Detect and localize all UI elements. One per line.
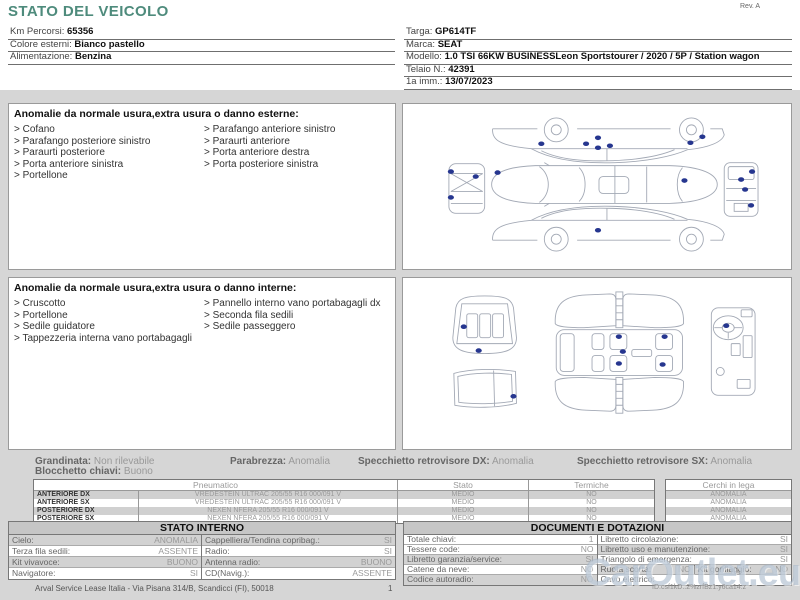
stato-interno-table: STATO INTERNO Cielo: ANOMALIA Terza fila … [8, 521, 396, 580]
table-row: ANOMALIA [666, 491, 791, 499]
table-row: Triangolo di emergenza: SI [597, 555, 791, 565]
vehicle-info-left: Km Percorsi: 65356 Colore esterni: Bianc… [8, 26, 395, 65]
tire-col-stato: Stato [398, 480, 529, 490]
condition-blocchetto-chiavi: Blocchetto chiavi: Buono [35, 466, 153, 477]
table-row: Codice autoradio: NO [404, 575, 597, 585]
exterior-anomalies-title: Anomalie da normale usura,extra usura o … [14, 108, 299, 120]
field-targa: Targa: GP614TF [404, 26, 792, 40]
tire-col-pneumatico: Pneumatico [34, 480, 398, 490]
field-colore-esterni: Colore esterni: Bianco pastello [8, 39, 395, 52]
exterior-anomalies-list-left: Cofano Parafango posteriore sinistro Par… [12, 124, 202, 182]
anomaly-item: Parafango posteriore sinistro [12, 136, 202, 148]
exterior-car-diagram [447, 117, 759, 252]
field-alimentazione: Alimentazione: Benzina [8, 51, 395, 65]
ruota-scorta-cell: Ruota scorta: NO [598, 565, 695, 574]
interior-anomalies-panel: Anomalie da normale usura,extra usura o … [8, 277, 396, 450]
tailgate-view [453, 369, 517, 408]
table-row: Tessere code: NO [404, 545, 597, 555]
table-row: Cielo: ANOMALIA [9, 535, 201, 546]
footer-company-address: Arval Service Lease Italia - Via Pisana … [35, 584, 274, 593]
alloy-wheels-table: Cerchi in lega ANOMALIA ANOMALIA ANOMALI… [665, 479, 792, 524]
table-row: Cavo elettrico: [600, 574, 655, 584]
interior-anomalies-list-right: Pannello interno vano portabagagli dx Se… [202, 298, 392, 344]
documenti-dotazioni-table: DOCUMENTI E DOTAZIONI Totale chiavi: 1 Te… [403, 521, 792, 586]
field-km-percorsi: Km Percorsi: 65356 [8, 26, 395, 40]
anomaly-item: Seconda fila sedili [202, 310, 392, 322]
anomaly-item: Sedile guidatore [12, 321, 202, 333]
kit-gonfiaggio-cell: Kit gonfiaggio: NO [697, 564, 788, 574]
dashboard-view [710, 307, 756, 396]
interior-anomalies-list-left: Cruscotto Portellone Sedile guidatore Ta… [12, 298, 202, 344]
table-row: Cappelliera/Tendina copribag.: SI [202, 535, 395, 546]
anomaly-item: Portellone [12, 310, 202, 322]
field-marca: Marca: SEAT [404, 39, 792, 52]
table-row: Terza fila sedili: ASSENTE [9, 546, 201, 557]
anomaly-item: Porta anteriore sinistra [12, 159, 202, 171]
anomaly-item: Parafango anteriore sinistro [202, 124, 392, 136]
condition-specchietto-sx: Specchietto retrovisore SX: Anomalia [577, 456, 753, 467]
anomaly-item: Tappezzeria interna vano portabagagli [12, 333, 202, 345]
table-row: Libretto garanzia/service: SI [404, 555, 597, 565]
table-row: ANOMALIA [710, 515, 747, 522]
table-row: Catene da neve: NO [404, 565, 597, 575]
field-modello: Modello: 1.0 TSI 66KW BUSINESSLeon Sport… [404, 51, 792, 65]
table-row: POSTERIORE SX NEXEN NFERA 205/55 R16 000… [34, 515, 654, 523]
anomaly-item: Paraurti posteriore [12, 147, 202, 159]
table-row: ANTERIORE DX VREDESTEIN ULTRAC 205/55 R1… [34, 491, 654, 499]
table-row: Kit vivavoce: BUONO [9, 557, 201, 568]
cabin-seats-view [554, 291, 684, 414]
car-top-view [491, 162, 718, 207]
table-row: Libretto uso e manutenzione: SI [597, 545, 791, 555]
table-row: Radio: SI [202, 546, 395, 557]
vehicle-info-right: Targa: GP614TF Marca: SEAT Modello: 1.0 … [404, 26, 792, 90]
field-telaio: Telaio N.: 42391 [404, 64, 792, 77]
anomaly-item: Pannello interno vano portabagagli dx [202, 298, 392, 310]
page-number: 1 [388, 584, 393, 593]
condition-parabrezza: Parabrezza: Anomalia [230, 456, 331, 467]
interior-car-diagram [452, 291, 756, 414]
exterior-damage-diagram-panel [402, 103, 792, 270]
interior-damage-diagram-panel [402, 277, 792, 450]
table-row: Libretto circolazione: SI [597, 535, 791, 545]
trunk-view [452, 295, 517, 355]
table-row: CD(Navig.): ASSENTE [205, 568, 392, 578]
table-row: Ruota scorta: NO Kit gonfiaggio: NO [597, 564, 791, 575]
table-row: POSTERIORE DX NEXEN NFERA 205/55 R16 000… [34, 507, 654, 515]
anomaly-item: Cruscotto [12, 298, 202, 310]
document-id: ID:csf1kD..2%zrfBz1.y6ca14.z [652, 584, 747, 591]
page-title: STATO DEL VEICOLO [8, 3, 169, 20]
stato-interno-title: STATO INTERNO [9, 522, 395, 535]
car-side-view-top [492, 117, 725, 164]
tire-col-cerchi: Cerchi in lega [666, 480, 791, 491]
anomaly-item: Porta posteriore sinistra [202, 159, 392, 171]
condition-specchietto-dx: Specchietto retrovisore DX: Anomalia [358, 456, 534, 467]
interior-anomalies-title: Anomalie da normale usura,extra usura o … [14, 282, 297, 294]
exterior-anomalies-panel: Anomalie da normale usura,extra usura o … [8, 103, 396, 270]
caroutlet-watermark: CarOutlet.eu [584, 552, 800, 594]
condition-grandinata: Grandinata: Non rilevabile [35, 456, 155, 467]
car-side-view-bottom [492, 205, 725, 252]
car-front-view [448, 163, 486, 214]
anomaly-item: Sedile passeggero [202, 321, 392, 333]
field-prima-imm: 1a imm.: 13/07/2023 [404, 76, 792, 90]
table-row: Navigatore: SI [12, 568, 198, 578]
documenti-title: DOCUMENTI E DOTAZIONI [404, 522, 791, 535]
revision-label: Rev. A [740, 3, 761, 10]
table-row: ANTERIORE SX VREDESTEIN ULTRAC 205/55 R1… [34, 499, 654, 507]
anomaly-item: Cofano [12, 124, 202, 136]
anomaly-item: Porta anteriore destra [202, 147, 392, 159]
tire-col-termiche: Termiche [574, 480, 609, 490]
tire-table: Pneumatico Stato Termiche ANTERIORE DX V… [33, 479, 655, 524]
exterior-anomalies-list-right: Parafango anteriore sinistro Paraurti an… [202, 124, 392, 182]
exterior-damage-dots [447, 134, 756, 233]
table-row: ANOMALIA [666, 507, 791, 515]
anomaly-item: Paraurti anteriore [202, 136, 392, 148]
table-row: Totale chiavi: 1 [404, 535, 597, 545]
interior-damage-dots [460, 323, 730, 399]
table-row: ANOMALIA [710, 499, 747, 506]
anomaly-item: Portellone [12, 170, 202, 182]
table-row: Antenna radio: BUONO [202, 557, 395, 568]
